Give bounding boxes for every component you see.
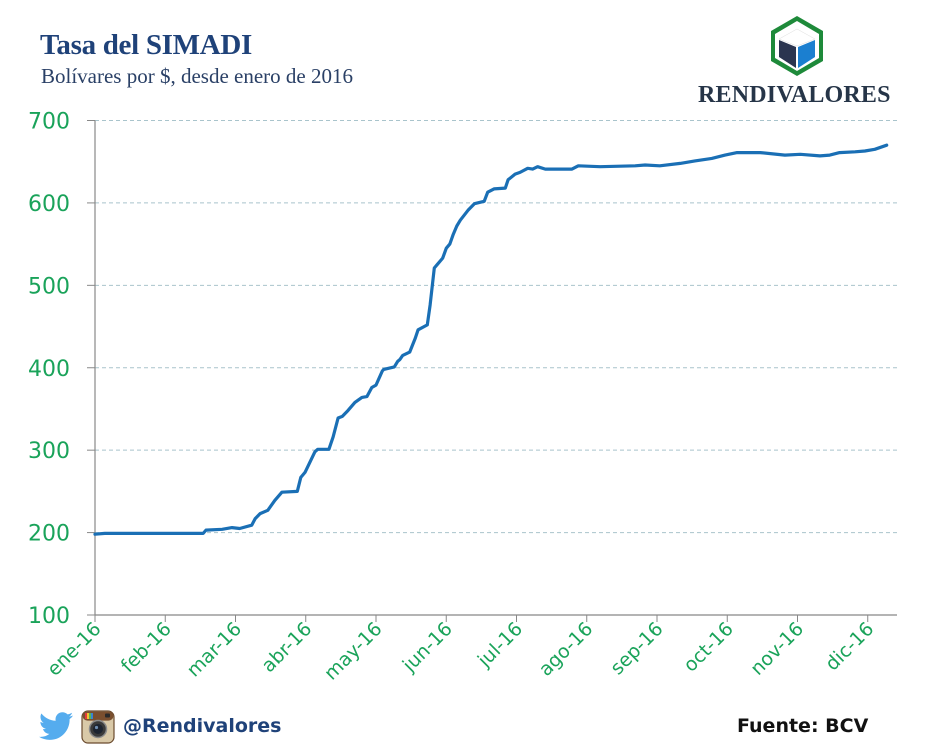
x-tick-label: dic-16 — [821, 618, 878, 675]
logo-text: RENDIVALORES — [698, 82, 891, 108]
x-tick-label: jun-16 — [398, 618, 457, 677]
twitter-handle[interactable]: @Rendivalores — [123, 715, 282, 737]
instagram-icon[interactable] — [81, 710, 115, 744]
y-tick-label: 200 — [28, 522, 70, 547]
x-tick-label: feb-16 — [117, 618, 176, 677]
rendivalores-logo-icon — [771, 16, 823, 76]
x-tick-label: may-16 — [320, 618, 387, 685]
chart-subtitle: Bolívares por $, desde enero de 2016 — [41, 64, 353, 88]
x-tick-label: sep-16 — [606, 618, 667, 679]
y-tick-label: 400 — [28, 357, 70, 382]
x-tick-label: ago-16 — [535, 618, 598, 681]
y-tick-label: 500 — [28, 274, 70, 299]
y-tick-label: 100 — [28, 604, 70, 629]
x-tick-label: jul-16 — [473, 618, 527, 672]
y-tick-label: 600 — [28, 192, 70, 217]
x-tick-label: abr-16 — [257, 618, 316, 677]
x-tick-label: mar-16 — [183, 618, 246, 681]
chart-title: Tasa del SIMADI — [40, 29, 252, 61]
twitter-icon[interactable] — [38, 711, 74, 743]
source-note: Fuente: BCV — [737, 715, 869, 737]
y-tick-label: 300 — [28, 439, 70, 464]
x-tick-label: nov-16 — [746, 618, 808, 680]
x-tick-label: oct-16 — [679, 618, 737, 676]
y-tick-label: 700 — [28, 110, 70, 135]
series-line-simadi — [93, 143, 889, 536]
